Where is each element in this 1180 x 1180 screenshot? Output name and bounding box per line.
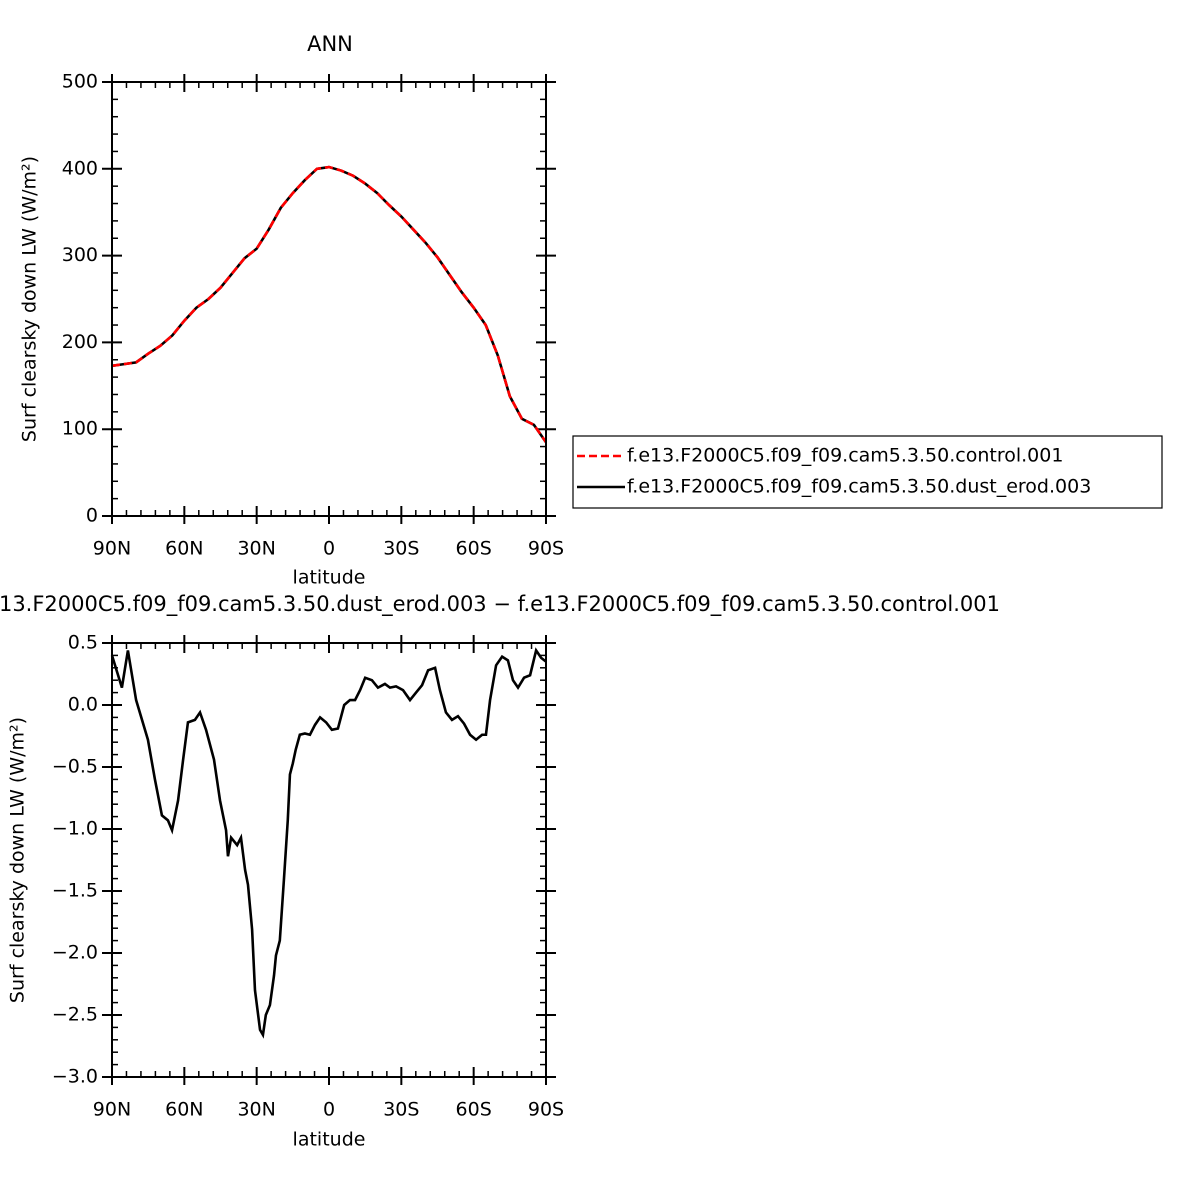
x-tick-label: 90N <box>93 538 131 560</box>
x-axis-label: latitude <box>293 567 366 589</box>
y-tick-label: 0 <box>86 505 98 527</box>
y-tick-label: 200 <box>62 331 98 353</box>
y-tick-label: −1.5 <box>52 880 98 902</box>
x-tick-label: 60N <box>165 538 203 560</box>
x-tick-label: 30S <box>383 538 419 560</box>
chart-title: ANN <box>307 32 353 56</box>
y-axis-label: Surf clearsky down LW (W/m²) <box>19 156 41 442</box>
x-tick-label: 90N <box>93 1099 131 1121</box>
y-tick-label: −1.0 <box>52 818 98 840</box>
chart-title: f.e13.F2000C5.f09_f09.cam5.3.50.dust_ero… <box>0 592 1000 617</box>
plot-frame <box>111 81 547 517</box>
data-line <box>110 647 547 1039</box>
y-tick-label: 400 <box>62 157 98 179</box>
x-tick-label: 60S <box>456 1099 492 1121</box>
x-tick-label: 0 <box>323 538 335 560</box>
y-tick-label: 0.5 <box>68 632 98 654</box>
x-axis-label: latitude <box>293 1129 366 1151</box>
x-tick-label: 30N <box>237 538 275 560</box>
x-tick-label: 30S <box>383 1099 419 1121</box>
legend-label: f.e13.F2000C5.f09_f09.cam5.3.50.dust_ero… <box>627 476 1091 498</box>
y-tick-label: 300 <box>62 244 98 266</box>
y-axis-label: Surf clearsky down LW (W/m²) <box>7 717 29 1003</box>
x-tick-label: 90S <box>528 1099 564 1121</box>
y-tick-label: 0.0 <box>68 694 98 716</box>
x-tick-label: 60N <box>165 1099 203 1121</box>
legend-box <box>572 435 1163 509</box>
y-tick-label: −3.0 <box>52 1066 98 1088</box>
x-tick-label: 30N <box>237 1099 275 1121</box>
x-tick-label: 0 <box>323 1099 335 1121</box>
y-tick-label: 500 <box>62 71 98 93</box>
y-tick-label: −2.0 <box>52 942 98 964</box>
data-line <box>111 165 548 443</box>
y-tick-label: 100 <box>62 418 98 440</box>
data-line <box>111 165 548 443</box>
y-tick-label: −0.5 <box>52 756 98 778</box>
x-tick-label: 60S <box>456 538 492 560</box>
y-tick-label: −2.5 <box>52 1004 98 1026</box>
legend-label: f.e13.F2000C5.f09_f09.cam5.3.50.control.… <box>627 445 1063 467</box>
x-tick-label: 90S <box>528 538 564 560</box>
plot-frame <box>111 642 547 1078</box>
